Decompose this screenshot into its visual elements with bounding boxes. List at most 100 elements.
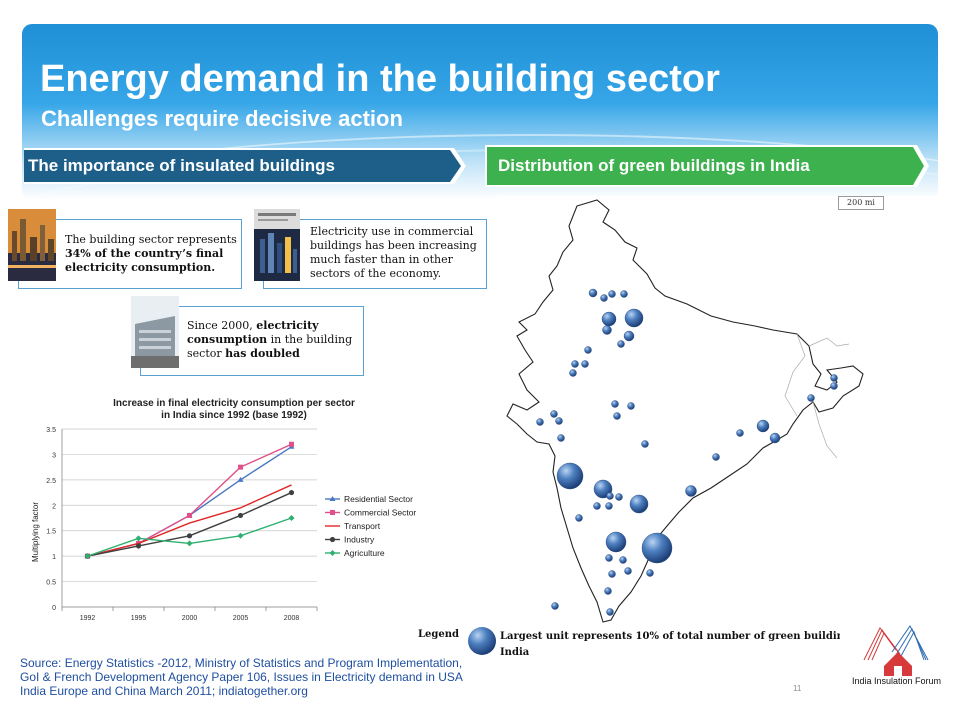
green-building-bubble — [620, 290, 628, 298]
chart-data-point — [329, 536, 336, 543]
chart-y-axis-label: Multiplying factor — [31, 502, 40, 562]
chart-data-point — [237, 532, 244, 539]
state-border — [784, 333, 850, 459]
green-building-bubble — [830, 382, 838, 390]
green-building-bubble — [593, 502, 601, 510]
chart-x-tick-label: 2008 — [284, 615, 300, 622]
chart-x-tick-label: 1995 — [131, 615, 147, 622]
map-legend-label: Legend — [418, 629, 460, 640]
banner-label: Distribution of green buildings in India — [498, 156, 810, 175]
chart-legend-label: Transport — [344, 521, 381, 531]
green-building-bubble — [569, 369, 577, 377]
chart-data-point — [330, 510, 335, 515]
callout-text: The building sector represents 34% of th… — [65, 233, 243, 275]
india-map-panel — [497, 196, 937, 626]
chart-legend-label: Commercial Sector — [344, 508, 416, 518]
callout-text: Since 2000, electricity consumption in t… — [187, 319, 363, 361]
banner-arrow-shape — [485, 145, 929, 187]
banner-arrow-shape — [24, 148, 466, 184]
chart-x-tick-label: 2005 — [233, 615, 249, 622]
page-number: 11 — [793, 684, 802, 693]
green-building-bubble — [685, 485, 697, 497]
chart-x-tick-label: 2000 — [182, 615, 198, 622]
callout-text-bold: has doubled — [225, 347, 300, 360]
chart-data-point — [288, 515, 295, 521]
green-building-bubble — [604, 587, 612, 595]
green-building-bubble — [646, 569, 654, 577]
chart-data-point — [288, 489, 295, 496]
source-line: GoI & French Development Agency Paper 10… — [20, 670, 463, 684]
building-photo — [131, 296, 179, 368]
chart-series-line — [87, 443, 292, 557]
india-outline — [506, 199, 864, 623]
chart-data-point — [237, 512, 244, 519]
banner-green-buildings: Distribution of green buildings in India — [485, 145, 929, 187]
map-legend-text: Largest unit represents 10% of total num… — [500, 631, 872, 658]
chart-y-tick-label: 1 — [52, 554, 56, 561]
green-building-bubble — [536, 418, 544, 426]
callout-text-bold: electricity consumption — [187, 319, 319, 346]
green-building-bubble — [615, 493, 623, 501]
green-building-bubble — [556, 462, 584, 490]
green-building-bubble — [581, 360, 589, 368]
callout-text-plain: in the building sector — [187, 333, 353, 360]
chart-data-point — [135, 543, 142, 549]
green-building-bubble — [571, 360, 579, 368]
city-skyline-image — [8, 209, 56, 281]
chart-data-point — [237, 476, 244, 482]
green-building-bubble — [602, 325, 612, 335]
green-building-bubble — [627, 402, 635, 410]
green-building-bubble — [611, 400, 619, 408]
green-building-bubble — [588, 288, 598, 298]
chart-data-point — [187, 512, 192, 518]
header-wave — [22, 134, 938, 200]
india-map — [506, 199, 864, 623]
map-scale: 200 mi — [838, 196, 884, 210]
chart-title-line1: Increase in final electricity consumptio… — [113, 398, 355, 409]
chart-legend-label: Residential Sector — [344, 494, 413, 504]
green-building-bubble — [830, 374, 838, 382]
green-building-bubble — [605, 554, 613, 562]
source-line: Source: Energy Statistics -2012, Ministr… — [20, 656, 463, 670]
chart-y-tick-label: 0 — [52, 605, 56, 612]
slide-subtitle: Challenges require decisive action — [41, 106, 403, 131]
green-building-bubble — [606, 492, 614, 500]
callout-text-bold: 34% of the country’s final electricity c… — [65, 247, 224, 274]
legend-bubble-icon — [468, 627, 496, 655]
header-wave — [22, 149, 938, 200]
banner-insulated-buildings: The importance of insulated buildings — [24, 146, 467, 186]
chart-legend-label: Agriculture — [344, 548, 385, 558]
chart-legend-label: Industry — [344, 535, 375, 545]
logo-text: India Insulation Forum — [852, 676, 942, 686]
chart-series-line — [87, 484, 292, 557]
green-building-bubble — [584, 346, 592, 354]
india-insulation-forum-logo — [840, 600, 952, 712]
chart-data-point — [238, 464, 243, 470]
green-building-bubble — [600, 294, 608, 302]
green-building-bubble — [769, 432, 781, 444]
slide-title: Energy demand in the building sector — [40, 58, 720, 100]
green-building-bubble — [606, 608, 614, 616]
green-building-bubble — [712, 453, 720, 461]
green-building-bubble — [551, 602, 559, 610]
chart-y-tick-label: 3 — [52, 452, 56, 459]
green-building-bubble — [605, 502, 613, 510]
green-building-bubble — [641, 532, 673, 564]
chart-data-point — [135, 535, 142, 542]
callout-commercial-growth: Electricity use in commercial buildings … — [263, 219, 487, 289]
chart-x-tick-label: 1992 — [80, 615, 96, 622]
green-building-bubble — [756, 419, 770, 433]
green-building-bubble — [613, 412, 621, 420]
green-building-bubble — [557, 434, 565, 442]
chart-data-point — [289, 441, 294, 447]
green-building-bubble — [736, 429, 744, 437]
banner-label: The importance of insulated buildings — [28, 156, 335, 175]
chart-data-point — [186, 533, 193, 539]
callout-text: Electricity use in commercial buildings … — [310, 225, 477, 280]
green-building-bubble — [605, 531, 627, 553]
source-citation: Source: Energy Statistics -2012, Ministr… — [20, 656, 520, 698]
green-building-bubble — [601, 311, 617, 327]
bubble-layer — [536, 288, 838, 616]
green-building-bubble — [575, 514, 583, 522]
green-building-bubble — [555, 417, 563, 425]
